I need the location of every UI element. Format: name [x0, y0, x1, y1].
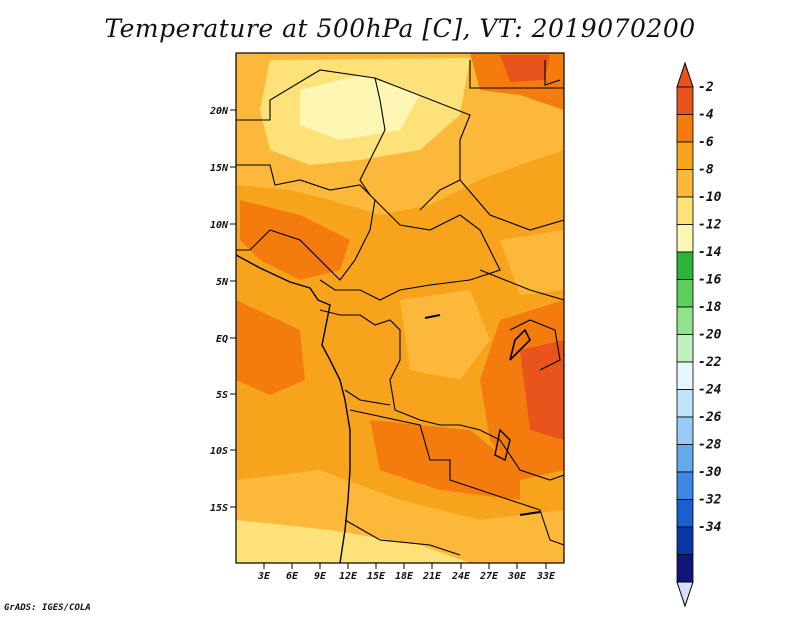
- lon-tick-label: 15E: [367, 571, 386, 582]
- colorbar-label: -22: [698, 355, 722, 370]
- map-title: Temperature at 500hPa [C], VT: 201907020…: [104, 14, 696, 43]
- colorbar-label: -32: [698, 493, 722, 508]
- colorbar-swatch: [676, 251, 694, 280]
- colorbar-label: -4: [698, 108, 714, 123]
- colorbar-swatch: [676, 114, 694, 143]
- plot-frame: [235, 52, 565, 564]
- colorbar-swatch: [676, 389, 694, 418]
- colorbar-label: -34: [698, 520, 722, 535]
- colorbar-label: -18: [698, 300, 722, 315]
- lat-tick-label: 15S: [210, 503, 228, 514]
- lon-tick-label: 33E: [536, 571, 556, 582]
- lon-tick-label: 18E: [395, 571, 414, 582]
- colorbar-bottom-arrow: [676, 581, 694, 608]
- lon-tick-label: 3E: [257, 571, 271, 582]
- lon-tick-label: 9E: [314, 571, 327, 582]
- colorbar-swatch: [676, 416, 694, 445]
- colorbar: -2 -4 -6 -8 -10 -12 -14 -16 -18 -20 -22 -24 -26 -28 -3…: [676, 61, 722, 608]
- colorbar-swatch: [676, 361, 694, 390]
- colorbar-label: -16: [698, 273, 722, 288]
- colorbar-label: -30: [698, 465, 722, 480]
- lon-tick-label: 6E: [286, 571, 299, 582]
- colorbar-label: -6: [698, 135, 714, 150]
- lat-tick-label: 5S: [216, 390, 228, 401]
- coastline: [236, 254, 541, 563]
- colorbar-top-arrow: [676, 61, 694, 88]
- lat-tick-label: EQ: [216, 334, 228, 345]
- colorbar-swatch: [676, 86, 694, 115]
- colorbar-label: -24: [698, 383, 722, 398]
- colorbar-label: -20: [698, 328, 722, 343]
- lon-tick-label: 30E: [507, 571, 527, 582]
- colorbar-swatch: [676, 554, 694, 583]
- temperature-field: [236, 53, 564, 563]
- lat-tick-label: 20N: [209, 106, 229, 117]
- colorbar-label: -14: [698, 245, 722, 260]
- colorbar-label: -10: [698, 190, 722, 205]
- colorbar-swatch: [676, 279, 694, 308]
- lat-tick-label: 15N: [210, 163, 229, 174]
- lon-tick-label: 27E: [479, 571, 499, 582]
- colorbar-swatch: [676, 444, 694, 473]
- lat-tick-label: 5N: [216, 277, 229, 288]
- lon-tick-label: 21E: [422, 571, 442, 582]
- colorbar-swatch: [676, 224, 694, 253]
- colorbar-label: -8: [698, 163, 714, 178]
- colorbar-swatch: [676, 499, 694, 528]
- grads-credit: GrADS: IGES/COLA: [4, 603, 91, 613]
- colorbar-swatch: [676, 306, 694, 335]
- colorbar-swatch: [676, 526, 694, 555]
- lat-tick-label: 10N: [210, 220, 229, 231]
- colorbar-swatch: [676, 141, 694, 170]
- colorbar-swatch: [676, 334, 694, 363]
- lon-tick-label: 12E: [339, 571, 358, 582]
- lon-tick-label: 24E: [451, 571, 471, 582]
- lat-tick-label: 10S: [210, 446, 228, 457]
- colorbar-swatch: [676, 471, 694, 500]
- longitude-axis: 3E 6E 9E 12E 15E 18E 21E 24E 27E 30E 33E: [257, 563, 556, 582]
- colorbar-swatch: [676, 196, 694, 225]
- colorbar-label: -12: [698, 218, 722, 233]
- colorbar-swatch: [676, 169, 694, 198]
- colorbar-label: -2: [698, 80, 714, 95]
- colorbar-label: -26: [698, 410, 722, 425]
- latitude-axis: 20N 15N 10N 5N EQ 5S 10S 15S: [209, 106, 236, 514]
- country-borders: [236, 60, 564, 556]
- colorbar-label: -28: [698, 438, 722, 453]
